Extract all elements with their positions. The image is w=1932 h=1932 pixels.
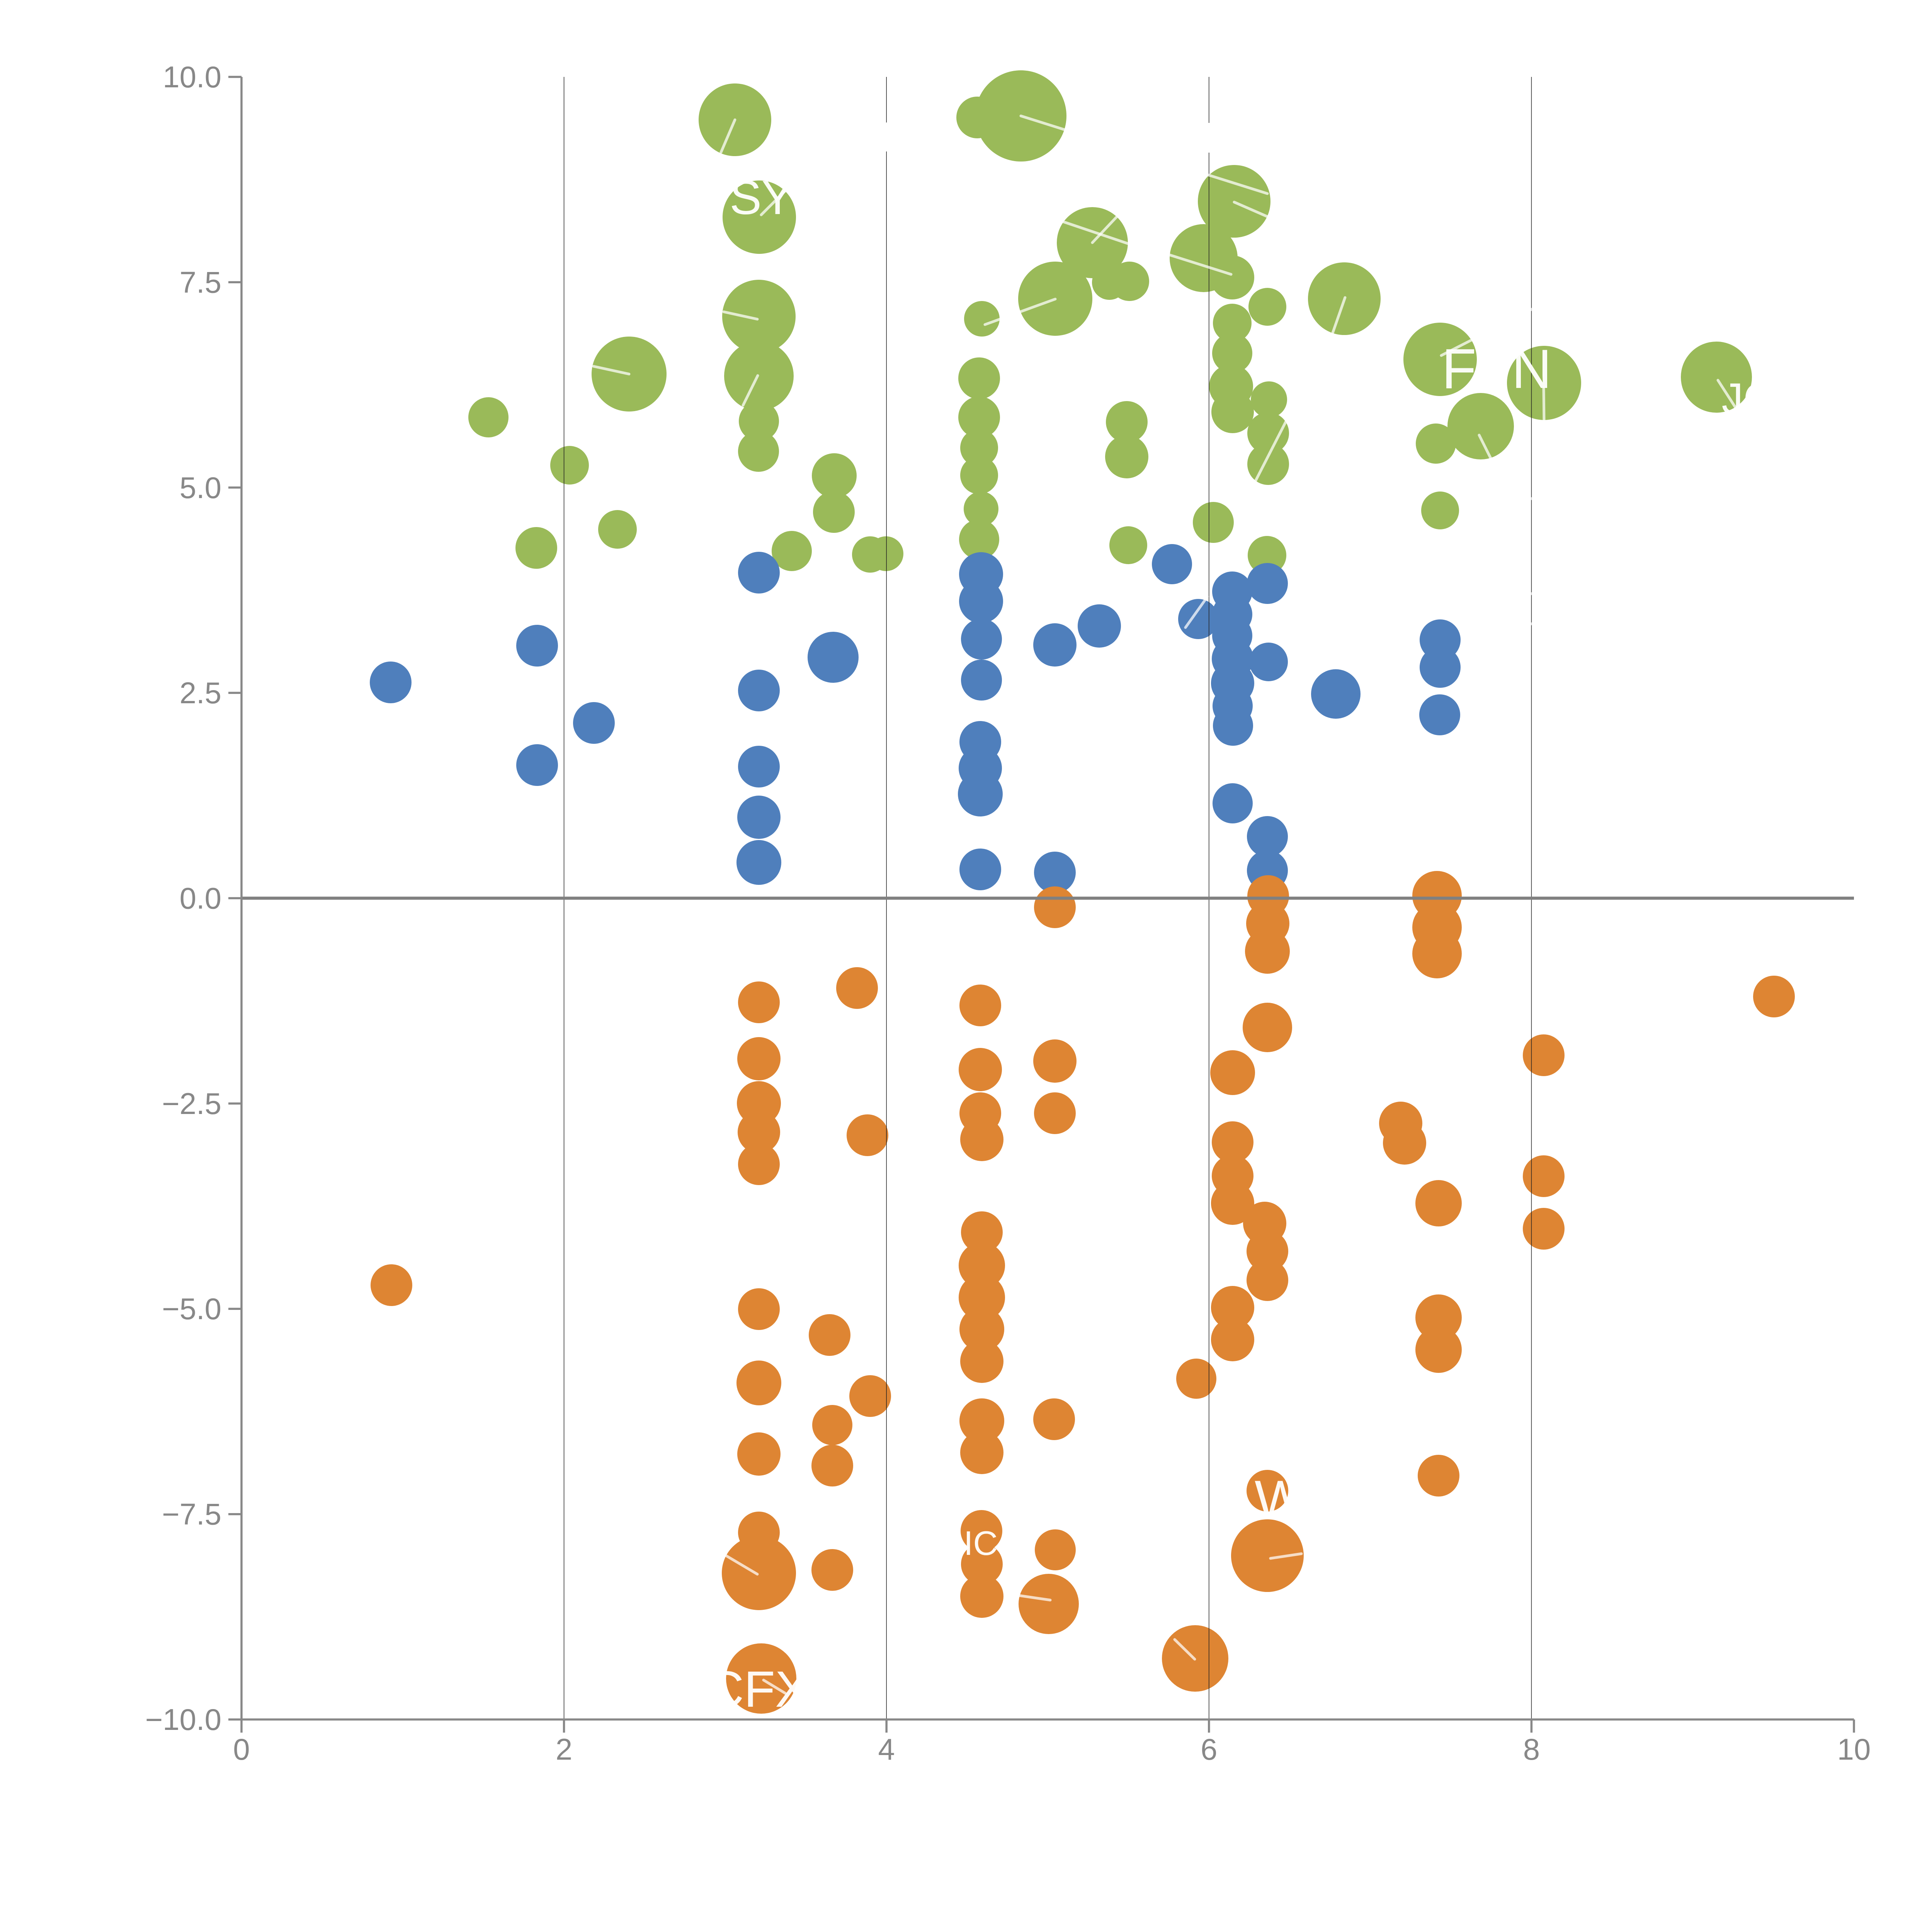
svg-text:SY: SY (730, 171, 793, 224)
svg-text:8: 8 (1523, 1732, 1540, 1766)
svg-text:F: F (1442, 337, 1476, 401)
svg-text:W: W (1255, 1469, 1306, 1530)
svg-text:−7.5: −7.5 (162, 1497, 221, 1531)
svg-text:CFX: CFX (707, 1661, 809, 1718)
svg-text:4: 4 (878, 1732, 895, 1766)
svg-text:7.5: 7.5 (180, 265, 221, 299)
svg-text:JC: JC (1722, 374, 1775, 423)
svg-text:IC: IC (964, 1524, 998, 1562)
svg-text:N: N (1512, 338, 1551, 400)
svg-text:5.0: 5.0 (180, 471, 221, 505)
svg-text:0.0: 0.0 (180, 881, 221, 915)
svg-text:−10.0: −10.0 (145, 1702, 221, 1736)
svg-text:2: 2 (556, 1732, 572, 1766)
svg-text:10.0: 10.0 (163, 60, 221, 94)
svg-text:6: 6 (1201, 1732, 1217, 1766)
svg-text:10: 10 (1837, 1732, 1871, 1766)
svg-text:−5.0: −5.0 (162, 1292, 221, 1326)
svg-text:0: 0 (233, 1732, 250, 1766)
svg-text:−2.5: −2.5 (162, 1087, 221, 1121)
svg-text:2.5: 2.5 (180, 676, 221, 710)
